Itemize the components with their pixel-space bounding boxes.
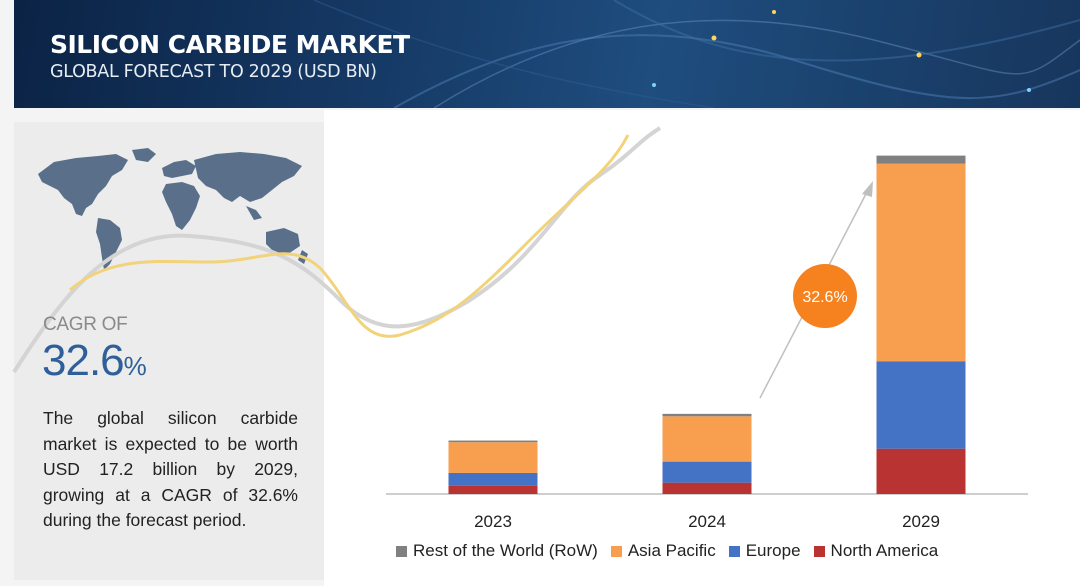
cagr-value: 32.6% [42, 336, 147, 386]
bar-2024-north-america [662, 482, 752, 494]
page-subtitle: GLOBAL FORECAST TO 2029 (USD BN) [50, 62, 377, 82]
x-tick-label-2029: 2029 [902, 512, 940, 531]
bar-2029-asia-pacific [876, 163, 966, 362]
market-description: The global silicon carbide market is exp… [43, 408, 298, 530]
legend-swatch [813, 545, 825, 557]
legend-label: Asia Pacific [627, 541, 716, 560]
chart-legend: Rest of the World (RoW) Asia Pacific Europ… [396, 540, 951, 562]
legend-label: North America [830, 541, 939, 560]
legend-item-europe: Europe [728, 541, 801, 561]
bar-2029-north-america [876, 448, 966, 494]
page-title: SILICON CARBIDE MARKET [50, 30, 410, 59]
legend-item-rest-of-the-world-row: Rest of the World (RoW) [396, 541, 598, 561]
bar-2024-europe [662, 461, 752, 483]
header-banner: SILICON CARBIDE MARKET GLOBAL FORECAST T… [14, 0, 1080, 108]
bar-2029-rest-of-the-world-row [876, 155, 966, 164]
bar-group [448, 155, 966, 494]
legend-swatch [396, 545, 407, 557]
cagr-label: CAGR OF [43, 314, 128, 335]
bar-2024-rest-of-the-world-row [662, 413, 752, 417]
cagr-percent-sign: % [123, 351, 147, 381]
decorative-curve-yellow [69, 134, 630, 338]
bar-2023-europe [448, 472, 538, 486]
bar-2023-asia-pacific [448, 442, 538, 473]
legend-item-asia-pacific: Asia Pacific [610, 541, 716, 561]
cagr-badge-label: 32.6% [802, 289, 847, 306]
cagr-number: 32.6 [42, 336, 125, 385]
legend-item-north-america: North America [813, 541, 939, 561]
x-tick-label-2024: 2024 [688, 512, 726, 531]
bar-2023-rest-of-the-world-row [448, 440, 538, 443]
legend-swatch [728, 545, 740, 557]
banner-decoration [313, 0, 1080, 108]
bar-2024-asia-pacific [662, 416, 752, 462]
legend-swatch [610, 545, 622, 557]
legend-label: Rest of the World (RoW) [413, 541, 598, 560]
world-map-icon [38, 148, 308, 270]
x-tick-labels: 2023 2024 2029 [474, 512, 940, 531]
legend-label: Europe [745, 541, 801, 560]
x-tick-label-2023: 2023 [474, 512, 512, 531]
growth-arrow-head [862, 181, 873, 197]
bar-2029-europe [876, 361, 966, 449]
bar-2023-north-america [448, 485, 538, 494]
cagr-badge [793, 264, 857, 328]
